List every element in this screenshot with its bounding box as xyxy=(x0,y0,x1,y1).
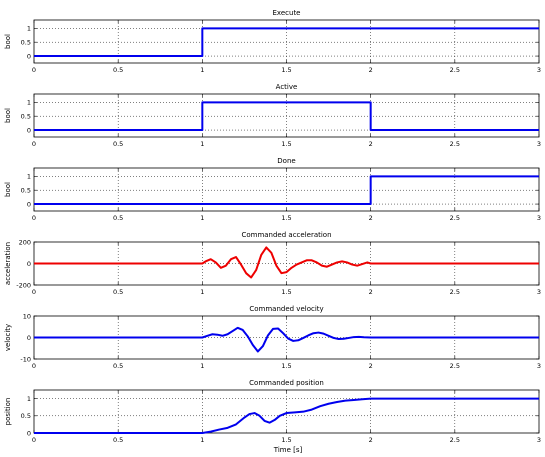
x-tick-label: 1 xyxy=(200,362,204,370)
x-tick-label: 1.5 xyxy=(281,214,291,222)
y-tick-label: 0 xyxy=(27,334,31,342)
x-tick-label: 1 xyxy=(200,288,204,296)
y-tick-label: 0 xyxy=(27,200,31,208)
x-tick-label: 2.5 xyxy=(450,140,460,148)
figure-xlabel: Time [s] xyxy=(273,446,303,454)
subplot-title: Done xyxy=(277,157,295,165)
x-tick-label: 2.5 xyxy=(450,436,460,444)
x-tick-label: 1 xyxy=(200,214,204,222)
x-tick-label: 2.5 xyxy=(450,66,460,74)
x-tick-label: 2 xyxy=(369,288,373,296)
series-line-0 xyxy=(34,101,539,132)
x-tick-label: 0 xyxy=(32,436,36,444)
series-line-0 xyxy=(34,246,539,279)
x-tick-label: 3 xyxy=(537,288,541,296)
y-tick-label: -10 xyxy=(20,355,31,363)
x-tick-label: 2 xyxy=(369,140,373,148)
y-tick-label: 0.5 xyxy=(21,412,31,420)
x-tick-label: 0 xyxy=(32,66,36,74)
y-tick-label: 0.5 xyxy=(21,38,31,46)
x-tick-label: 3 xyxy=(537,140,541,148)
x-tick-label: 1.5 xyxy=(281,362,291,370)
x-tick-label: 1.5 xyxy=(281,66,291,74)
series-line-0 xyxy=(34,397,539,434)
y-tick-label: 1 xyxy=(27,395,31,403)
x-tick-label: 3 xyxy=(537,66,541,74)
x-tick-label: 1 xyxy=(200,66,204,74)
y-axis-label: bool xyxy=(4,34,12,49)
y-tick-label: 1 xyxy=(27,173,31,181)
x-tick-label: 2.5 xyxy=(450,362,460,370)
x-tick-label: 0 xyxy=(32,214,36,222)
x-tick-label: 1 xyxy=(200,140,204,148)
series-line-0 xyxy=(34,27,539,58)
series-line-0 xyxy=(34,175,539,206)
y-tick-label: 0.5 xyxy=(21,186,31,194)
subplot-1: 0 0.5 1 1.5 2 2.5 3 0 0.5 1 Active bool xyxy=(4,83,541,148)
x-tick-label: 0.5 xyxy=(113,214,123,222)
y-tick-label: 10 xyxy=(23,312,31,320)
x-tick-label: 2.5 xyxy=(450,214,460,222)
x-tick-label: 3 xyxy=(537,362,541,370)
x-tick-label: 2.5 xyxy=(450,288,460,296)
subplot-title: Commanded acceleration xyxy=(241,231,331,239)
y-tick-label: 0 xyxy=(27,52,31,60)
x-tick-label: 0.5 xyxy=(113,140,123,148)
x-tick-label: 2 xyxy=(369,214,373,222)
y-axis-label: velocity xyxy=(4,324,12,351)
x-tick-label: 3 xyxy=(537,214,541,222)
x-tick-label: 0.5 xyxy=(113,66,123,74)
y-tick-label: 1 xyxy=(27,99,31,107)
x-tick-label: 2 xyxy=(369,66,373,74)
x-tick-label: 1 xyxy=(200,436,204,444)
subplot-title: Execute xyxy=(273,9,301,17)
x-tick-label: 1.5 xyxy=(281,436,291,444)
subplot-2: 0 0.5 1 1.5 2 2.5 3 0 0.5 1 Done bool xyxy=(4,157,541,222)
x-tick-label: 2 xyxy=(369,362,373,370)
subplot-5: 0 0.5 1 1.5 2 2.5 3 0 0.5 1 Commanded position posi… xyxy=(4,379,541,444)
x-tick-label: 1.5 xyxy=(281,140,291,148)
y-tick-label: 0 xyxy=(27,126,31,134)
x-tick-label: 3 xyxy=(537,436,541,444)
subplot-0: 0 0.5 1 1.5 2 2.5 3 0 0.5 1 Execute bool xyxy=(4,9,541,74)
x-tick-label: 2 xyxy=(369,436,373,444)
y-tick-label: 200 xyxy=(19,238,31,246)
x-tick-label: 0.5 xyxy=(113,288,123,296)
x-tick-label: 0 xyxy=(32,362,36,370)
y-axis-label: bool xyxy=(4,108,12,123)
y-tick-label: 1 xyxy=(27,25,31,33)
x-tick-label: 0.5 xyxy=(113,362,123,370)
y-axis-label: acceleration xyxy=(4,242,12,285)
y-tick-label: 0.5 xyxy=(21,112,31,120)
subplot-title: Active xyxy=(276,83,298,91)
y-axis-label: position xyxy=(4,398,12,426)
x-tick-label: 0.5 xyxy=(113,436,123,444)
y-tick-label: 0 xyxy=(27,260,31,268)
series-line-0 xyxy=(34,326,539,353)
x-tick-label: 0 xyxy=(32,140,36,148)
y-tick-label: -200 xyxy=(16,281,31,289)
subplot-title: Commanded position xyxy=(249,379,324,387)
subplot-title: Commanded velocity xyxy=(249,305,323,313)
y-axis-label: bool xyxy=(4,182,12,197)
x-tick-label: 0 xyxy=(32,288,36,296)
x-tick-label: 1.5 xyxy=(281,288,291,296)
y-tick-label: 0 xyxy=(27,429,31,437)
